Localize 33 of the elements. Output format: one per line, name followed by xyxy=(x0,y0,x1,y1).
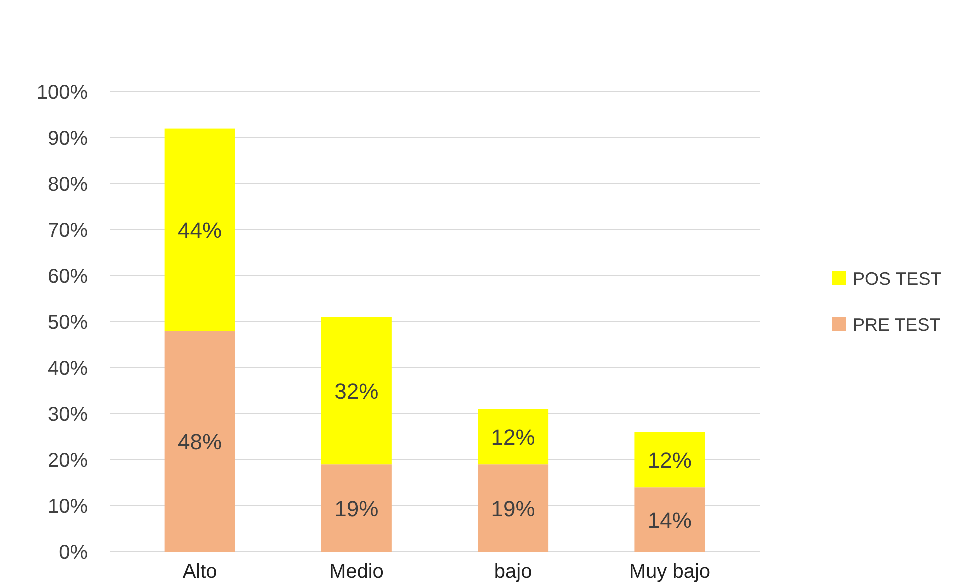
y-tick-label: 0% xyxy=(59,542,88,564)
y-tick-label: 30% xyxy=(48,404,88,426)
y-tick-label: 50% xyxy=(48,312,88,334)
data-label: 48% xyxy=(178,430,222,455)
y-tick-label: 40% xyxy=(48,358,88,380)
bar xyxy=(321,317,392,465)
bar xyxy=(321,464,392,552)
bar xyxy=(164,331,236,552)
data-label: 32% xyxy=(334,379,379,404)
bar xyxy=(478,464,549,552)
bar xyxy=(634,488,706,552)
data-label: 14% xyxy=(648,508,692,533)
data-label: 12% xyxy=(491,425,536,450)
bar xyxy=(164,128,236,332)
bar xyxy=(478,409,549,465)
y-tick-label: 80% xyxy=(48,174,88,196)
y-tick-label: 20% xyxy=(48,450,88,472)
x-tick-label: bajo xyxy=(494,561,532,583)
legend-label: PRE TEST xyxy=(853,315,941,335)
y-tick-label: 10% xyxy=(48,496,88,518)
x-tick-label: Alto xyxy=(182,561,218,583)
y-tick-label: 100% xyxy=(36,82,88,104)
data-label: 44% xyxy=(178,218,222,243)
y-tick-label: 90% xyxy=(48,128,88,150)
data-label: 19% xyxy=(491,496,536,522)
data-label: 12% xyxy=(648,448,692,473)
x-tick-label: Medio xyxy=(329,561,384,583)
bar xyxy=(634,432,706,488)
data-label: 19% xyxy=(334,496,379,522)
y-tick-label: 60% xyxy=(48,266,88,288)
x-tick-label: Muy bajo xyxy=(629,561,711,583)
legend-label: POS TEST xyxy=(853,269,942,289)
y-tick-label: 70% xyxy=(48,220,88,242)
